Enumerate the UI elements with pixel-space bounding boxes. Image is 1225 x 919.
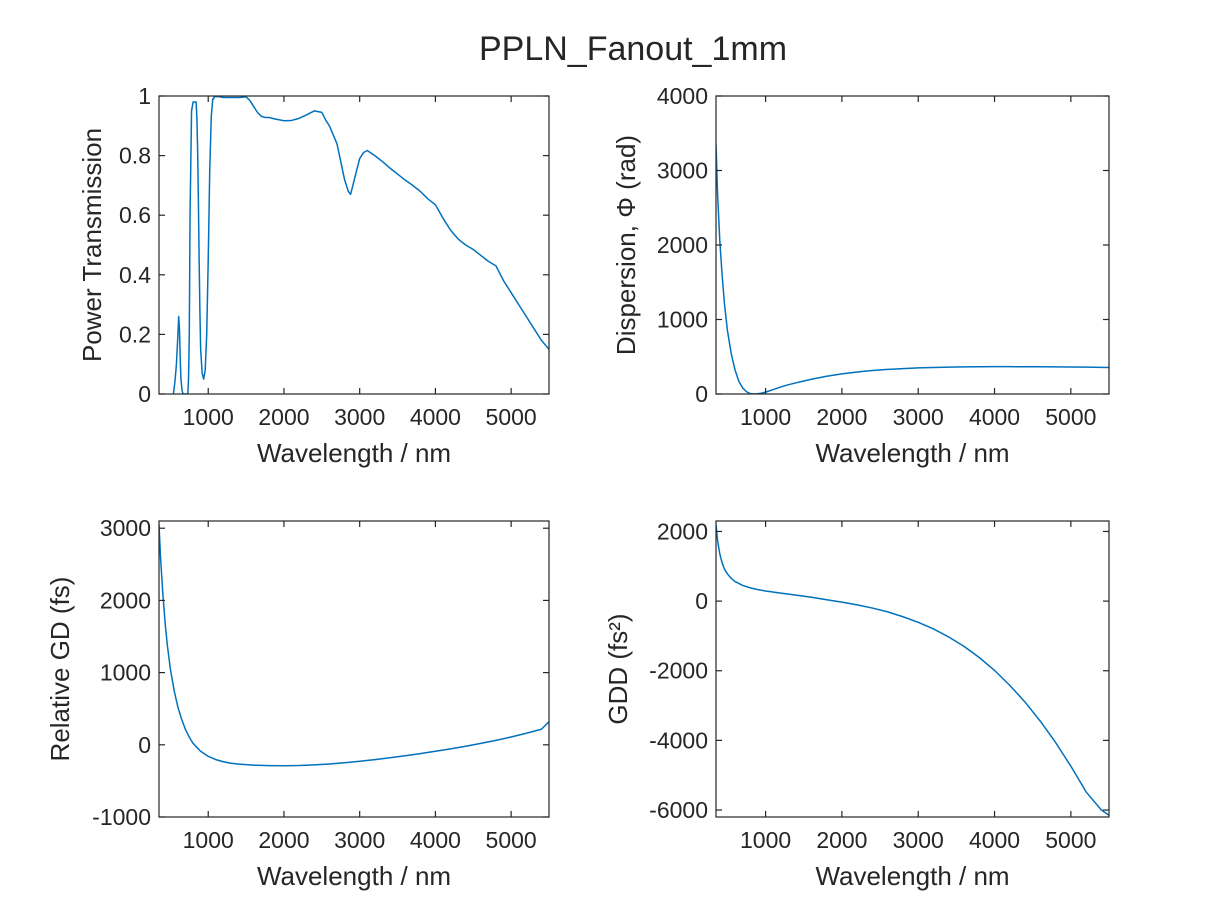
gdd-ytick-label: -6000 xyxy=(649,797,708,823)
gdd-xtick-label: 2000 xyxy=(816,827,867,853)
gdd-xlabel: Wavelength / nm xyxy=(815,861,1009,891)
dispersion-ytick-label: 2000 xyxy=(657,232,708,258)
relative-gd-xtick-label: 3000 xyxy=(334,827,385,853)
power-transmission-ytick-label: 0.2 xyxy=(119,321,151,347)
relative-gd-xtick-label: 4000 xyxy=(410,827,461,853)
dispersion-xlabel: Wavelength / nm xyxy=(815,438,1009,468)
power-transmission-xtick-label: 4000 xyxy=(410,404,461,430)
dispersion-xtick-label: 4000 xyxy=(969,404,1020,430)
relative-gd-ytick-label: 1000 xyxy=(100,660,151,686)
relative-gd-ytick-label: 0 xyxy=(138,732,151,758)
power-transmission-ylabel: Power Transmission xyxy=(77,128,107,362)
relative-gd-xlabel: Wavelength / nm xyxy=(257,861,451,891)
relative-gd-ytick-label: 2000 xyxy=(100,587,151,613)
dispersion-xtick-label: 2000 xyxy=(816,404,867,430)
dispersion-ylabel: Dispersion, Φ (rad) xyxy=(611,135,641,355)
dispersion-xtick-label: 1000 xyxy=(740,404,791,430)
relative-gd-ytick-label: -1000 xyxy=(92,804,151,830)
relative-gd-xtick-label: 1000 xyxy=(183,827,234,853)
gdd-xtick-label: 3000 xyxy=(893,827,944,853)
dispersion-ytick-label: 0 xyxy=(695,381,708,407)
relative-gd-ylabel: Relative GD (fs) xyxy=(45,577,75,762)
dispersion-xtick-label: 5000 xyxy=(1045,404,1096,430)
relative-gd-xtick-label: 5000 xyxy=(486,827,537,853)
power-transmission-series-line-0 xyxy=(172,96,549,394)
relative-gd-axes-box xyxy=(158,520,550,818)
relative-gd-ytick-label: 3000 xyxy=(100,515,151,541)
power-transmission-axes-box xyxy=(158,95,550,395)
gdd-xtick-label: 4000 xyxy=(969,827,1020,853)
plot-dispersion: 1000 2000 3000 4000 5000 0 1000 2000 3000 4000 Wav… xyxy=(611,83,1110,468)
plot-relative-gd: 1000 2000 3000 4000 5000 -1000 0 1000 2000 3000 Wa… xyxy=(45,515,550,891)
dispersion-ytick-label: 3000 xyxy=(657,158,708,184)
gdd-ytick-label: 0 xyxy=(695,588,708,614)
gdd-axes-box xyxy=(715,520,1110,818)
gdd-xtick-label: 1000 xyxy=(740,827,791,853)
dispersion-ytick-label: 1000 xyxy=(657,307,708,333)
gdd-xtick-label: 5000 xyxy=(1045,827,1096,853)
power-transmission-xtick-label: 3000 xyxy=(334,404,385,430)
figure-title: PPLN_Fanout_1mm xyxy=(479,30,787,68)
relative-gd-xtick-label: 2000 xyxy=(258,827,309,853)
power-transmission-ytick-label: 0.8 xyxy=(119,143,151,169)
power-transmission-ytick-label: 1 xyxy=(138,83,151,109)
power-transmission-ytick-label: 0 xyxy=(138,381,151,407)
power-transmission-ytick-label: 0.4 xyxy=(119,262,151,288)
gdd-ylabel: GDD (fs²) xyxy=(603,613,633,724)
plot-gdd: 1000 2000 3000 4000 5000 -6000 -4000 -2000 0 2000… xyxy=(603,518,1110,891)
power-transmission-ytick-label: 0.6 xyxy=(119,202,151,228)
gdd-ytick-label: 2000 xyxy=(657,518,708,544)
power-transmission-xtick-label: 5000 xyxy=(486,404,537,430)
power-transmission-xlabel: Wavelength / nm xyxy=(257,438,451,468)
relative-gd-series-line-0 xyxy=(159,524,549,767)
gdd-ytick-label: -2000 xyxy=(649,658,708,684)
plot-power-transmission: 1000 2000 3000 4000 5000 0 0.2 0.4 0.6 0.8 1 Wavele… xyxy=(77,83,550,468)
power-transmission-xtick-label: 2000 xyxy=(258,404,309,430)
dispersion-series-line-0 xyxy=(716,144,1109,394)
dispersion-xtick-label: 3000 xyxy=(893,404,944,430)
power-transmission-xtick-label: 1000 xyxy=(183,404,234,430)
dispersion-ytick-label: 4000 xyxy=(657,83,708,109)
gdd-ytick-label: -4000 xyxy=(649,727,708,753)
gdd-series-line-0 xyxy=(716,524,1109,816)
